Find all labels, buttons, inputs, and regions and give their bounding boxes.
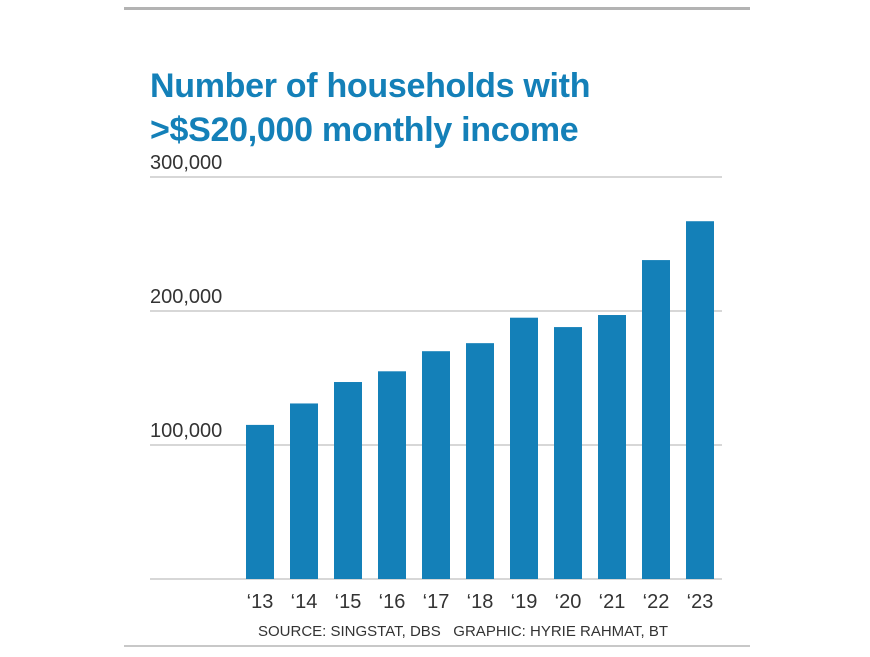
x-tick-label: ‘22 — [643, 591, 670, 613]
x-tick-label: ‘21 — [599, 591, 626, 613]
x-tick-label: ‘16 — [379, 591, 406, 613]
bar — [510, 317, 538, 579]
x-tick-label: ‘20 — [555, 591, 582, 613]
bar — [334, 382, 362, 579]
chart-title: Number of households with >$S20,000 mont… — [150, 64, 750, 152]
x-tick-label: ‘18 — [467, 591, 494, 613]
y-tick-label: 300,000 — [150, 152, 222, 174]
bar — [466, 343, 494, 579]
bar — [686, 221, 714, 579]
x-tick-label: ‘23 — [687, 591, 714, 613]
bar-chart: 100,000 200,000 300,000 ‘13 ‘14 ‘15 ‘16 ‘17 ‘18… — [150, 152, 722, 613]
chart-title-line-1: Number of households with — [150, 67, 591, 105]
y-axis-tick-labels: 100,000 200,000 300,000 — [150, 152, 222, 442]
bar — [598, 315, 626, 579]
y-tick-label: 200,000 — [150, 286, 222, 308]
bar — [246, 424, 274, 579]
x-axis-tick-labels: ‘13 ‘14 ‘15 ‘16 ‘17 ‘18 ‘19 ‘20 ‘21 ‘22 ‘23 — [247, 591, 714, 613]
top-divider — [124, 7, 750, 10]
source-credit: SOURCE: SINGSTAT, DBS GRAPHIC: HYRIE RAH… — [258, 623, 669, 640]
y-tick-label: 100,000 — [150, 420, 222, 442]
bars — [246, 221, 714, 579]
x-tick-label: ‘13 — [247, 591, 274, 613]
bar — [642, 260, 670, 579]
x-tick-label: ‘14 — [291, 591, 318, 613]
bottom-divider — [124, 645, 750, 647]
chart-title-line-2: >$S20,000 monthly income — [150, 111, 579, 149]
bar — [422, 351, 450, 579]
x-tick-label: ‘19 — [511, 591, 538, 613]
x-tick-label: ‘17 — [423, 591, 450, 613]
x-tick-label: ‘15 — [335, 591, 362, 613]
bar — [290, 403, 318, 579]
bar — [378, 371, 406, 579]
bar — [554, 327, 582, 579]
